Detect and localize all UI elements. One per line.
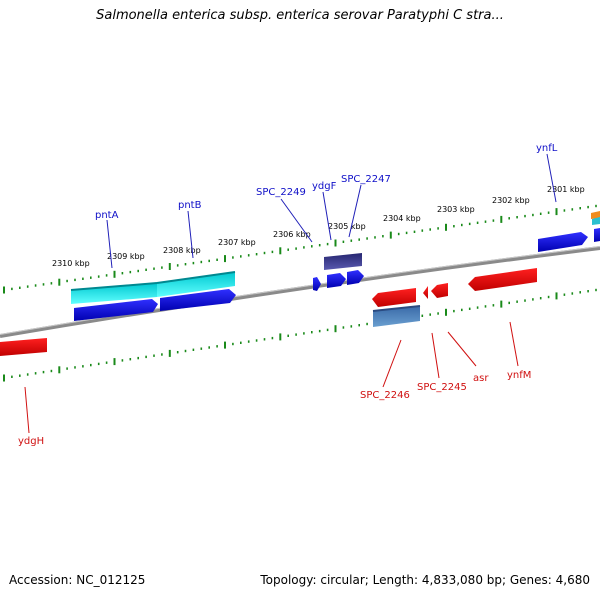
- gene-label-pntB: pntB: [178, 200, 202, 211]
- gene-asr: [431, 283, 448, 298]
- accession-text: Accession: NC_012125: [9, 573, 146, 587]
- kbp-label: 2309 kbp: [107, 252, 145, 261]
- gene-label-pntA: pntA: [95, 210, 119, 221]
- kbp-label: 2301 kbp: [547, 185, 585, 194]
- gene-SPC-2246: [372, 288, 416, 307]
- callout-line: [280, 198, 313, 243]
- gene-label-ynfL: ynfL: [536, 143, 558, 154]
- callout-line: [322, 191, 332, 241]
- map-title: Salmonella enterica subsp. enterica sero…: [96, 8, 504, 23]
- forward-gene-labels: pntA pntB SPC_2249 ydgF SPC_2247 ynfL: [95, 143, 558, 269]
- callout-line: [382, 339, 402, 388]
- cyan-feature: [592, 217, 600, 225]
- gene-SPC-2249: [313, 277, 321, 291]
- callout-line: [447, 331, 477, 367]
- gene-SPC-2247: [347, 270, 364, 285]
- gene-pntB: [160, 289, 236, 311]
- callout-line: [24, 386, 30, 434]
- forward-gene-track: [74, 228, 600, 321]
- gene-pntA: [74, 299, 158, 321]
- kbp-label: 2307 kbp: [218, 238, 256, 247]
- lower-tick-track: [3, 288, 597, 382]
- kbp-label: 2306 kbp: [273, 230, 311, 239]
- gene-label-SPC-2246: SPC_2246: [360, 390, 410, 401]
- callout-line: [187, 210, 194, 259]
- cyan-feature: [157, 272, 235, 297]
- kbp-label: 2302 kbp: [492, 196, 530, 205]
- reverse-gene-track: [0, 268, 537, 356]
- gene-label-ydgH: ydgH: [18, 436, 44, 447]
- gene-ynfL: [538, 232, 588, 252]
- reverse-gene-labels: ydgH SPC_2246 SPC_2245 asr ynfM: [18, 321, 531, 447]
- kbp-label: 2308 kbp: [163, 246, 201, 255]
- gene-SPC-2245: [423, 286, 428, 299]
- steelblue-feature: [373, 306, 420, 327]
- kbp-label: 2304 kbp: [383, 214, 421, 223]
- genome-backbone: [0, 246, 600, 338]
- gene-ydgH: [0, 338, 47, 356]
- purple-feature: [324, 253, 362, 270]
- callout-line: [431, 332, 440, 379]
- gene-label-ydgF: ydgF: [312, 181, 337, 192]
- gene-ynfM: [468, 268, 537, 291]
- gene-label-SPC-2245: SPC_2245: [417, 382, 467, 393]
- topology-text: Topology: circular; Length: 4,833,080 bp…: [260, 573, 590, 587]
- kbp-label: 2303 kbp: [437, 205, 475, 214]
- kbp-labels: 2310 kbp 2309 kbp 2308 kbp 2307 kbp 2306…: [52, 185, 585, 268]
- gene-label-SPC-2247: SPC_2247: [341, 174, 391, 185]
- gene-edge: [594, 228, 600, 242]
- callout-line: [348, 184, 362, 238]
- orange-feature: [591, 211, 600, 219]
- upper-tick-track: [3, 204, 597, 294]
- gene-label-SPC-2249: SPC_2249: [256, 187, 306, 198]
- kbp-label: 2305 kbp: [328, 222, 366, 231]
- gene-label-asr: asr: [473, 373, 489, 384]
- gene-label-ynfM: ynfM: [507, 370, 531, 381]
- gene-ydgF: [327, 273, 346, 288]
- feature-track: [70, 211, 600, 327]
- kbp-label: 2310 kbp: [52, 259, 90, 268]
- callout-line: [546, 153, 557, 203]
- callout-line: [106, 219, 113, 269]
- callout-line: [509, 321, 519, 367]
